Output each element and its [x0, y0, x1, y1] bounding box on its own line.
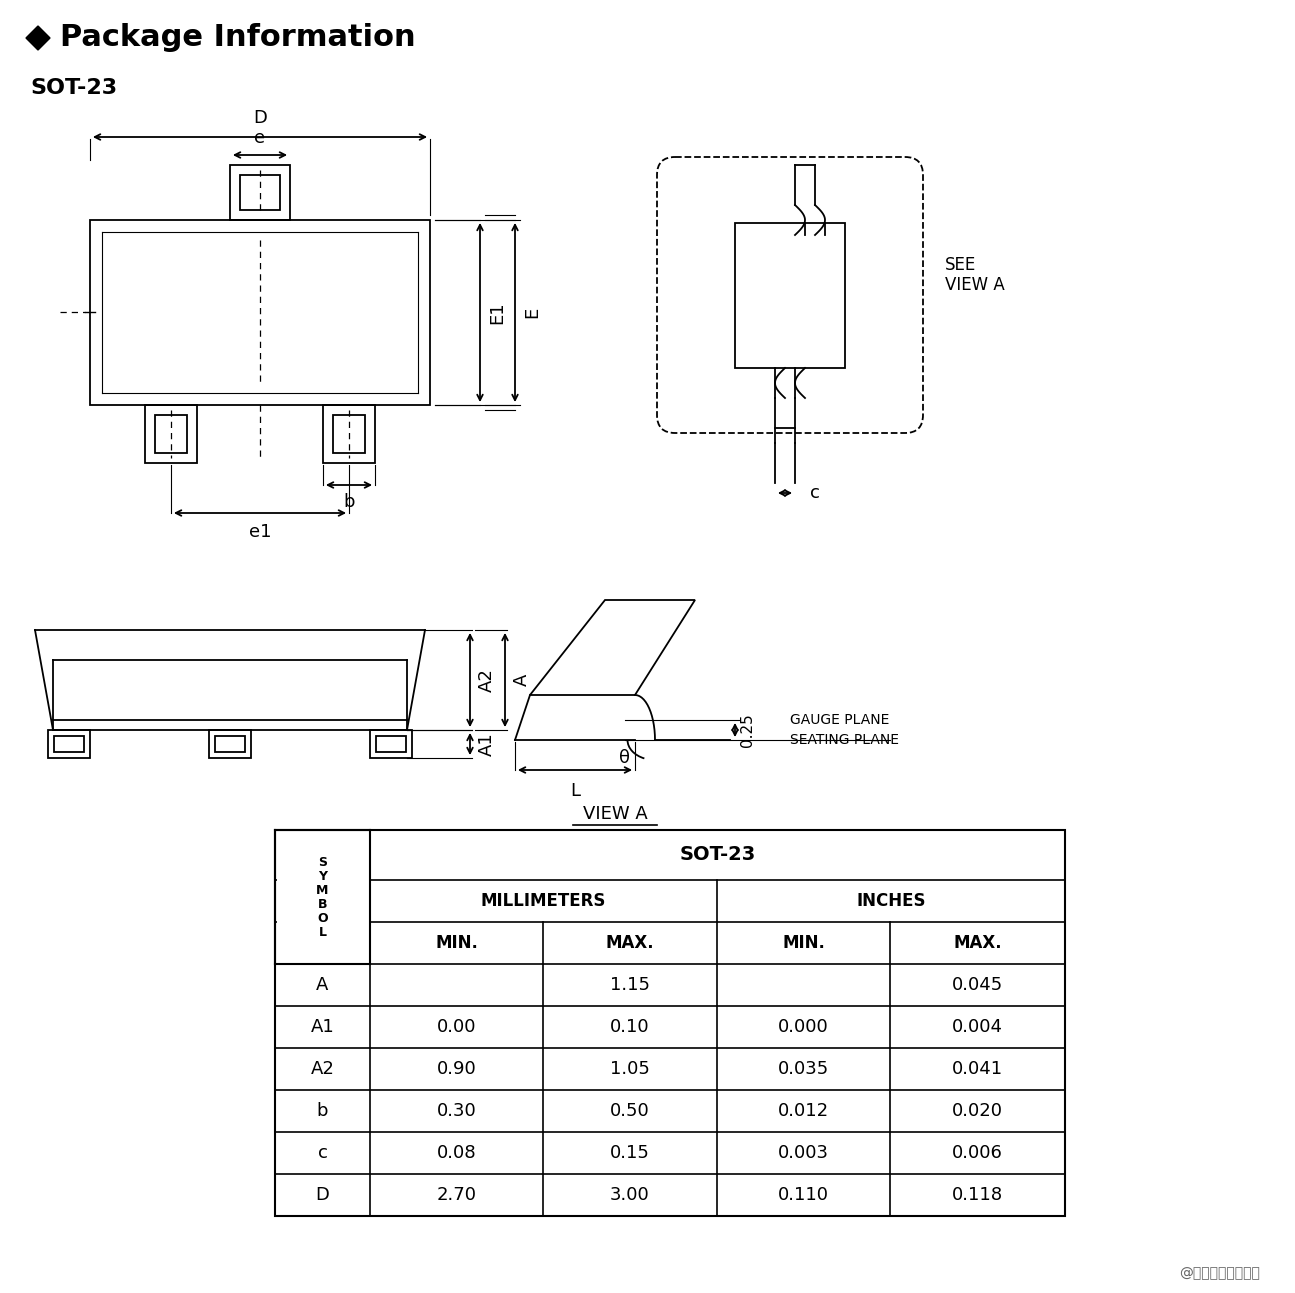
- Text: @稀土插金技术社区: @稀土插金技术社区: [1180, 1266, 1260, 1280]
- Text: VIEW A: VIEW A: [583, 806, 648, 824]
- Bar: [215, 736, 245, 753]
- Text: MIN.: MIN.: [435, 934, 478, 952]
- Text: 0.10: 0.10: [610, 1018, 650, 1036]
- Text: SOT-23: SOT-23: [680, 846, 755, 865]
- Text: 0.004: 0.004: [952, 1018, 1004, 1036]
- Bar: [231, 166, 290, 220]
- Text: 2.70: 2.70: [436, 1186, 477, 1204]
- Text: 0.041: 0.041: [952, 1060, 1004, 1078]
- Text: 1.05: 1.05: [610, 1060, 650, 1078]
- Text: VIEW A: VIEW A: [945, 275, 1005, 294]
- Bar: [89, 220, 430, 405]
- Bar: [322, 405, 376, 463]
- Text: θ: θ: [619, 749, 631, 767]
- Text: c: c: [809, 484, 820, 502]
- Text: 0.000: 0.000: [778, 1018, 829, 1036]
- Text: E: E: [523, 306, 541, 318]
- Bar: [155, 415, 186, 453]
- Bar: [370, 731, 412, 758]
- Text: 0.035: 0.035: [778, 1060, 829, 1078]
- Text: SEE: SEE: [945, 256, 976, 274]
- Bar: [277, 831, 369, 962]
- Text: c: c: [317, 1144, 328, 1162]
- Text: 1.15: 1.15: [610, 976, 650, 994]
- Text: 0.118: 0.118: [952, 1186, 1004, 1204]
- Text: A: A: [513, 674, 531, 687]
- Text: E1: E1: [488, 301, 506, 323]
- Text: 0.30: 0.30: [436, 1102, 477, 1120]
- Bar: [54, 736, 84, 753]
- Text: MAX.: MAX.: [953, 934, 1002, 952]
- Text: 0.00: 0.00: [436, 1018, 477, 1036]
- Text: D: D: [253, 109, 267, 127]
- Text: 0.50: 0.50: [610, 1102, 650, 1120]
- Text: D: D: [316, 1186, 329, 1204]
- Text: SEATING PLANE: SEATING PLANE: [790, 733, 899, 747]
- Text: 0.110: 0.110: [778, 1186, 829, 1204]
- Text: S
Y
M
B
O
L: S Y M B O L: [316, 856, 329, 939]
- Text: 3.00: 3.00: [610, 1186, 650, 1204]
- Text: GAUGE PLANE: GAUGE PLANE: [790, 712, 890, 727]
- Text: A2: A2: [478, 668, 496, 692]
- Text: b: b: [317, 1102, 328, 1120]
- Text: 0.045: 0.045: [952, 976, 1004, 994]
- Text: 0.006: 0.006: [952, 1144, 1002, 1162]
- Polygon shape: [26, 26, 51, 50]
- Text: 0.15: 0.15: [610, 1144, 650, 1162]
- Text: e: e: [254, 129, 265, 147]
- Text: MILLIMETERS: MILLIMETERS: [480, 892, 606, 910]
- Bar: [736, 222, 846, 369]
- Text: b: b: [343, 493, 355, 511]
- Bar: [333, 415, 365, 453]
- Text: L: L: [570, 782, 580, 800]
- Text: 0.90: 0.90: [436, 1060, 477, 1078]
- Bar: [48, 731, 89, 758]
- Bar: [376, 736, 407, 753]
- Text: A2: A2: [311, 1060, 334, 1078]
- Text: 0.25: 0.25: [739, 714, 755, 747]
- Text: 0.003: 0.003: [778, 1144, 829, 1162]
- Text: INCHES: INCHES: [856, 892, 926, 910]
- Text: 0.020: 0.020: [952, 1102, 1004, 1120]
- Bar: [275, 830, 1064, 1215]
- Text: A1: A1: [478, 732, 496, 756]
- Bar: [145, 405, 197, 463]
- Text: 0.012: 0.012: [778, 1102, 829, 1120]
- Text: MIN.: MIN.: [782, 934, 825, 952]
- Text: A: A: [316, 976, 329, 994]
- Bar: [208, 731, 251, 758]
- Bar: [240, 175, 280, 209]
- Text: A1: A1: [311, 1018, 334, 1036]
- Text: 0.08: 0.08: [436, 1144, 477, 1162]
- Text: MAX.: MAX.: [606, 934, 654, 952]
- Text: Package Information: Package Information: [60, 23, 416, 53]
- Text: SOT-23: SOT-23: [30, 78, 117, 98]
- Text: e1: e1: [249, 522, 271, 540]
